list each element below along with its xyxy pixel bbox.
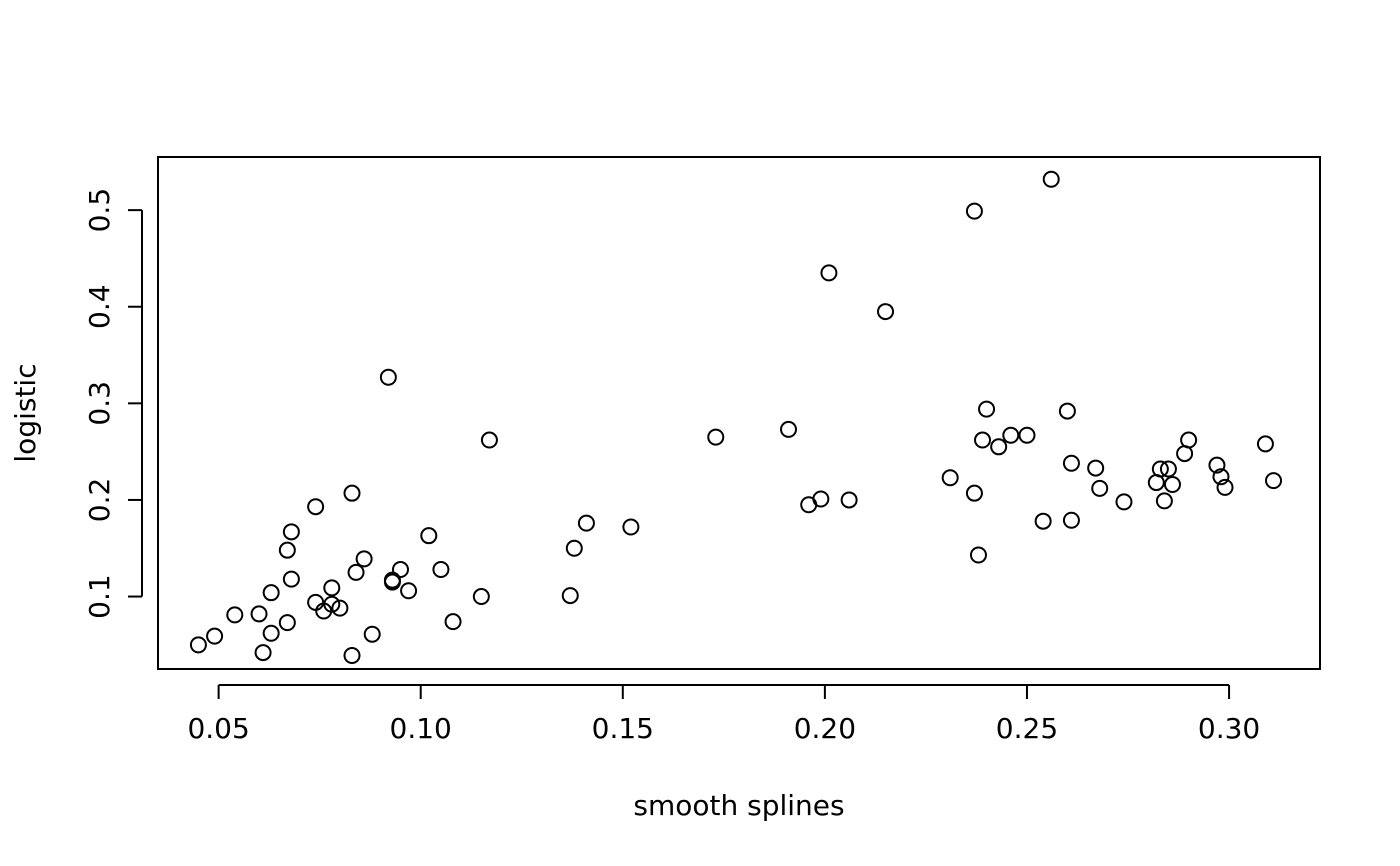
data-point bbox=[978, 400, 996, 418]
x-tick-label: 0.25 bbox=[996, 712, 1058, 745]
data-point bbox=[780, 420, 798, 438]
data-point bbox=[974, 431, 992, 449]
data-point bbox=[707, 428, 725, 446]
data-point bbox=[343, 484, 361, 502]
data-point bbox=[392, 560, 410, 578]
data-point bbox=[432, 560, 450, 578]
y-axis: 0.1 0.2 0.3 0.4 0.5 bbox=[83, 188, 143, 619]
data-point bbox=[561, 587, 579, 605]
data-point bbox=[278, 541, 296, 559]
data-point bbox=[420, 527, 438, 545]
data-point bbox=[1002, 426, 1020, 444]
data-point bbox=[1087, 459, 1105, 477]
data-point bbox=[1042, 170, 1060, 188]
data-point bbox=[820, 264, 838, 282]
y-axis-label: logistic bbox=[9, 363, 42, 462]
data-point bbox=[189, 636, 207, 654]
data-point bbox=[1212, 468, 1230, 486]
y-tick-label: 0.2 bbox=[83, 478, 116, 523]
data-point bbox=[877, 303, 895, 321]
data-point bbox=[226, 606, 244, 624]
x-tick-label: 0.30 bbox=[1198, 712, 1260, 745]
y-tick-label: 0.1 bbox=[83, 574, 116, 619]
data-point bbox=[206, 627, 224, 645]
data-point bbox=[472, 588, 490, 606]
data-point bbox=[480, 431, 498, 449]
data-point bbox=[840, 491, 858, 509]
data-point bbox=[278, 614, 296, 632]
data-point bbox=[622, 518, 640, 536]
data-point bbox=[1216, 478, 1234, 496]
data-points bbox=[189, 170, 1283, 664]
data-point bbox=[1058, 402, 1076, 420]
data-point bbox=[355, 550, 373, 568]
data-point bbox=[323, 579, 341, 597]
data-point bbox=[363, 625, 381, 643]
data-point bbox=[1062, 511, 1080, 529]
x-axis: 0.05 0.10 0.15 0.20 0.25 0.30 bbox=[187, 684, 1260, 745]
data-point bbox=[400, 582, 418, 600]
data-point bbox=[565, 539, 583, 557]
data-point bbox=[965, 484, 983, 502]
x-tick-label: 0.05 bbox=[187, 712, 249, 745]
data-point bbox=[262, 584, 280, 602]
data-point bbox=[331, 599, 349, 617]
data-point bbox=[990, 438, 1008, 456]
data-point bbox=[444, 613, 462, 631]
data-point bbox=[1265, 472, 1283, 490]
data-point bbox=[1155, 492, 1173, 510]
data-point bbox=[250, 605, 268, 623]
data-point bbox=[282, 523, 300, 541]
data-point bbox=[1163, 475, 1181, 493]
data-point bbox=[383, 571, 401, 589]
data-point bbox=[379, 368, 397, 386]
x-axis-label: smooth splines bbox=[633, 789, 844, 822]
data-point bbox=[1115, 493, 1133, 511]
data-point bbox=[965, 202, 983, 220]
x-tick-label: 0.20 bbox=[794, 712, 856, 745]
data-point bbox=[1034, 512, 1052, 530]
x-tick-label: 0.10 bbox=[390, 712, 452, 745]
y-tick-label: 0.4 bbox=[83, 284, 116, 329]
x-tick-label: 0.15 bbox=[592, 712, 654, 745]
data-point bbox=[969, 546, 987, 564]
y-tick-label: 0.5 bbox=[83, 188, 116, 233]
y-tick-label: 0.3 bbox=[83, 381, 116, 426]
data-point bbox=[282, 570, 300, 588]
data-point bbox=[1180, 431, 1198, 449]
data-point bbox=[323, 595, 341, 613]
plot-frame bbox=[157, 156, 1321, 670]
data-point bbox=[941, 469, 959, 487]
data-point bbox=[1062, 454, 1080, 472]
data-point bbox=[343, 646, 361, 664]
data-point bbox=[1159, 460, 1177, 478]
data-point bbox=[812, 490, 830, 508]
data-point bbox=[307, 498, 325, 516]
data-point bbox=[254, 644, 272, 662]
data-point bbox=[577, 514, 595, 532]
data-point bbox=[347, 563, 365, 581]
data-point bbox=[262, 624, 280, 642]
data-point bbox=[1151, 460, 1169, 478]
data-point bbox=[1256, 435, 1274, 453]
data-point bbox=[1018, 426, 1036, 444]
data-point bbox=[1091, 479, 1109, 497]
data-point bbox=[307, 593, 325, 611]
data-point bbox=[1208, 456, 1226, 474]
